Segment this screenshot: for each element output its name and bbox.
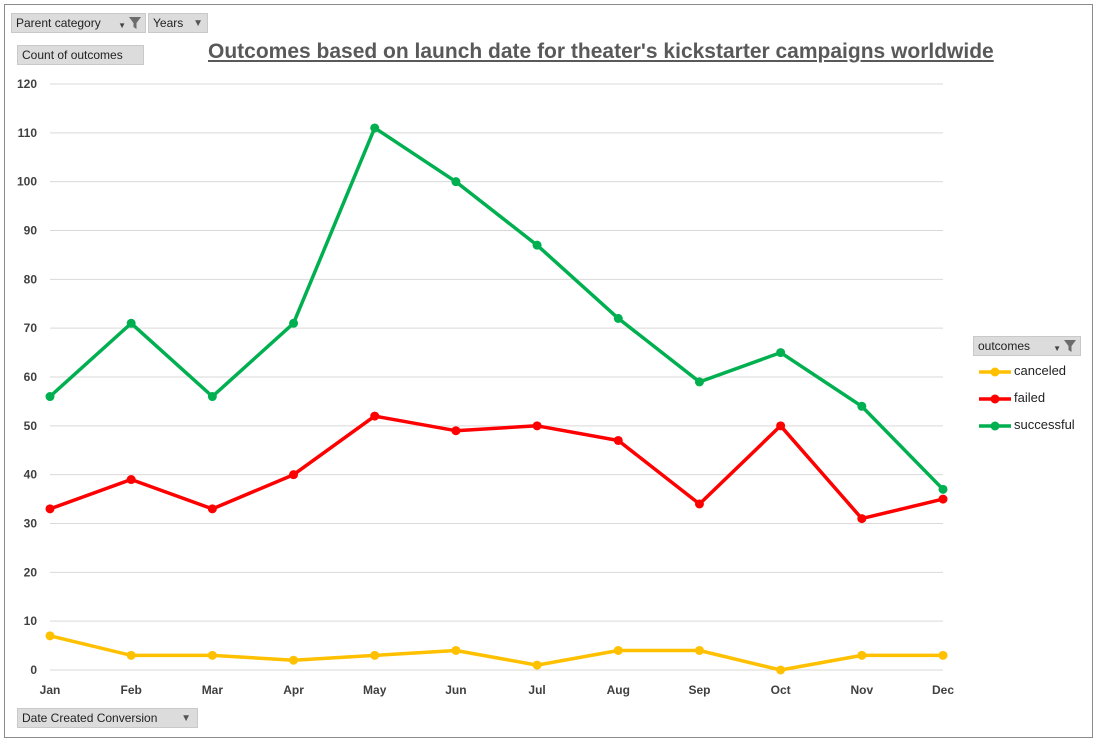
outcomes-legend-label: outcomes [978, 339, 1031, 353]
data-point-successful [207, 392, 217, 402]
y-tick-label: 120 [17, 77, 37, 91]
data-point-successful [613, 313, 623, 323]
y-tick-label: 90 [24, 224, 38, 238]
y-tick-label: 10 [24, 614, 38, 628]
x-tick-label: May [363, 683, 387, 697]
x-tick-label: Jun [445, 683, 466, 697]
legend-label: successful [1014, 417, 1075, 432]
data-point-successful [776, 348, 786, 358]
y-tick-label: 110 [18, 126, 38, 140]
x-axis-ticks: Jan Feb Mar Apr May Jun Jul Aug Sep Oct Nov Dec [40, 683, 955, 697]
data-point-failed [289, 470, 299, 480]
data-point-canceled [776, 665, 786, 675]
data-point-failed [776, 421, 786, 431]
data-point-successful [694, 377, 704, 387]
y-axis-ticks: 0 10 20 30 40 50 60 70 80 90 100 110 120 [17, 77, 37, 677]
data-point-canceled [45, 631, 55, 641]
data-point-failed [613, 435, 623, 445]
data-point-canceled [207, 650, 217, 660]
x-tick-label: Apr [283, 683, 304, 697]
count-of-outcomes-label: Count of outcomes [22, 48, 123, 62]
y-tick-label: 60 [24, 370, 38, 384]
data-point-failed [938, 494, 948, 504]
funnel-icon [1064, 340, 1076, 352]
legend-marker [979, 367, 1011, 377]
series-lines [48, 126, 945, 672]
data-point-failed [370, 411, 380, 421]
x-tick-label: Jul [528, 683, 545, 697]
parent-category-filter-button[interactable]: Parent category ▼ [11, 13, 146, 33]
data-point-canceled [938, 650, 948, 660]
data-point-successful [45, 392, 55, 402]
chevron-down-icon: ▼ [181, 713, 191, 724]
chart-title: Outcomes based on launch date for theate… [208, 40, 994, 63]
years-filter-button[interactable]: Years ▼ [148, 13, 208, 33]
y-tick-label: 0 [30, 663, 37, 677]
data-point-canceled [451, 645, 461, 655]
x-tick-label: Jan [40, 683, 61, 697]
y-tick-label: 70 [24, 321, 38, 335]
x-tick-label: Oct [771, 683, 791, 697]
chevron-down-icon: ▼ [193, 18, 203, 29]
y-tick-label: 50 [24, 419, 38, 433]
series-line-canceled [48, 634, 945, 672]
data-point-successful [857, 401, 867, 411]
chevron-down-icon: ▼ [1053, 344, 1061, 353]
legend-marker [979, 394, 1011, 404]
outcomes-legend-filter-button[interactable]: outcomes ▼ [973, 336, 1081, 356]
gridlines [50, 83, 943, 671]
series-line-successful [48, 126, 945, 492]
chevron-down-icon: ▼ [118, 21, 126, 30]
data-point-failed [694, 499, 704, 509]
data-point-successful [370, 123, 380, 133]
x-tick-label: Feb [121, 683, 142, 697]
data-point-failed [451, 426, 461, 436]
data-point-successful [289, 318, 299, 328]
data-point-canceled [532, 660, 542, 670]
funnel-icon [129, 17, 141, 29]
chart-frame [4, 4, 1093, 738]
legend-label: canceled [1014, 363, 1067, 378]
data-point-successful [938, 484, 948, 494]
count-of-outcomes-field[interactable]: Count of outcomes [17, 45, 144, 65]
data-point-successful [126, 318, 136, 328]
data-point-canceled [370, 650, 380, 660]
series-points [45, 123, 948, 675]
data-point-successful [532, 240, 542, 250]
data-point-canceled [613, 645, 623, 655]
parent-category-label: Parent category [16, 16, 101, 30]
data-point-failed [45, 504, 55, 514]
data-point-failed [126, 475, 136, 485]
y-tick-label: 80 [24, 272, 38, 286]
years-label: Years [153, 16, 184, 30]
data-point-canceled [694, 645, 704, 655]
data-point-canceled [126, 650, 136, 660]
data-point-failed [207, 504, 217, 514]
x-tick-label: Sep [688, 683, 710, 697]
y-tick-label: 30 [24, 517, 38, 531]
x-tick-label: Nov [850, 683, 873, 697]
series-line-failed [48, 414, 945, 521]
data-point-canceled [857, 650, 867, 660]
x-tick-label: Mar [202, 683, 224, 697]
data-point-failed [532, 421, 542, 431]
x-tick-label: Dec [932, 683, 954, 697]
date-created-conversion-label: Date Created Conversion [22, 711, 158, 725]
data-point-canceled [289, 655, 299, 665]
y-tick-label: 40 [24, 468, 38, 482]
legend-marker [979, 421, 1011, 431]
y-tick-label: 100 [17, 175, 37, 189]
date-created-conversion-field[interactable]: Date Created Conversion ▼ [17, 708, 198, 728]
legend-label: failed [1014, 390, 1046, 405]
y-tick-label: 20 [24, 565, 38, 579]
data-point-failed [857, 514, 867, 524]
x-tick-label: Aug [607, 683, 630, 697]
data-point-successful [451, 177, 461, 187]
